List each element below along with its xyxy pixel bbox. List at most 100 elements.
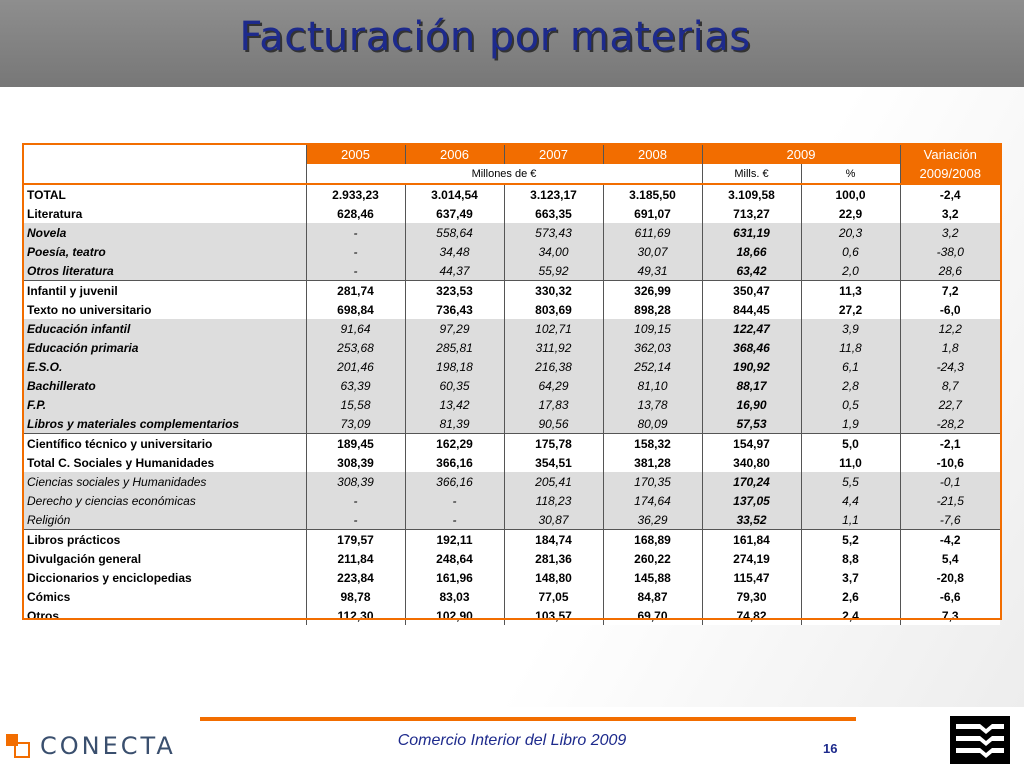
value-2009: 57,53 xyxy=(701,414,801,434)
row-label: Otros xyxy=(24,606,306,625)
page-number: 16 xyxy=(823,741,838,756)
share-2009: 0,6 xyxy=(800,242,901,261)
value-2007: 148,80 xyxy=(503,568,603,587)
value-2005: 73,09 xyxy=(305,414,405,434)
value-2007: 55,92 xyxy=(503,261,603,281)
value-2006: 637,49 xyxy=(404,204,504,223)
footer-text: Comercio Interior del Libro 2009 xyxy=(397,732,627,749)
value-2005: - xyxy=(305,223,405,242)
variation: 3,2 xyxy=(899,204,1001,223)
share-2009: 1,1 xyxy=(800,510,901,530)
value-2005: 201,46 xyxy=(305,357,405,376)
variation: -20,8 xyxy=(899,568,1001,587)
share-2009: 0,5 xyxy=(800,395,901,414)
value-2006: 83,03 xyxy=(404,587,504,606)
row-label: Ciencias sociales y Humanidades xyxy=(24,472,306,491)
year-2005-header: 2005 xyxy=(305,145,405,164)
table-row: Otros 112,30 102,90 103,57 69,70 74,82 2,4 7,3 xyxy=(24,606,1001,625)
value-2008: 168,89 xyxy=(602,529,702,549)
value-2005: 628,46 xyxy=(305,204,405,223)
value-2008: 174,64 xyxy=(602,491,702,510)
value-2009: 154,97 xyxy=(701,433,801,453)
value-2007: 77,05 xyxy=(503,587,603,606)
value-2005: 112,30 xyxy=(305,606,405,625)
value-2009: 88,17 xyxy=(701,376,801,395)
row-label: Infantil y juvenil xyxy=(24,280,306,300)
share-2009: 27,2 xyxy=(800,300,901,319)
units-header-row: Millones de € Mills. € % 2009/2008 xyxy=(24,164,1001,184)
value-2007: 64,29 xyxy=(503,376,603,395)
variation: 3,2 xyxy=(899,223,1001,242)
share-2009: 5,5 xyxy=(800,472,901,491)
value-2007: 216,38 xyxy=(503,357,603,376)
value-2008: 69,70 xyxy=(602,606,702,625)
year-2008-header: 2008 xyxy=(602,145,702,164)
value-2007: 102,71 xyxy=(503,319,603,338)
value-2005: 179,57 xyxy=(305,529,405,549)
value-2006: - xyxy=(404,510,504,530)
value-2007: 205,41 xyxy=(503,472,603,491)
value-2007: 330,32 xyxy=(503,280,603,300)
value-2005: 698,84 xyxy=(305,300,405,319)
row-label: Poesía, teatro xyxy=(24,242,306,261)
share-2009: 2,0 xyxy=(800,261,901,281)
value-2009: 844,45 xyxy=(701,300,801,319)
value-2005: 63,39 xyxy=(305,376,405,395)
row-label: Derecho y ciencias económicas xyxy=(24,491,306,510)
table-row: Infantil y juvenil 281,74 323,53 330,32 326,… xyxy=(24,280,1001,300)
value-2008: 145,88 xyxy=(602,568,702,587)
year-2009-header: 2009 xyxy=(701,145,901,164)
table-row: Educación infantil 91,64 97,29 102,71 109,15… xyxy=(24,319,1001,338)
table-row: Bachillerato 63,39 60,35 64,29 81,10 88,17 2,8… xyxy=(24,376,1001,395)
value-2006: 198,18 xyxy=(404,357,504,376)
units-blank xyxy=(24,164,306,184)
value-2008: 170,35 xyxy=(602,472,702,491)
value-2006: 366,16 xyxy=(404,453,504,472)
variation: 7,3 xyxy=(899,606,1001,625)
variation: -7,6 xyxy=(899,510,1001,530)
table-row: Educación primaria 253,68 285,81 311,92 362,… xyxy=(24,338,1001,357)
value-2008: 362,03 xyxy=(602,338,702,357)
value-2008: 260,22 xyxy=(602,549,702,568)
value-2006: 161,96 xyxy=(404,568,504,587)
share-2009: 5,0 xyxy=(800,433,901,453)
share-2009: 11,0 xyxy=(800,453,901,472)
value-2007: 803,69 xyxy=(503,300,603,319)
variation: 8,7 xyxy=(899,376,1001,395)
variation: 7,2 xyxy=(899,280,1001,300)
row-label: Religión xyxy=(24,510,306,530)
table-row: Libros y materiales complementarios 73,09… xyxy=(24,414,1001,434)
share-2009: 8,8 xyxy=(800,549,901,568)
variation: -4,2 xyxy=(899,529,1001,549)
variation: -38,0 xyxy=(899,242,1001,261)
value-2007: 354,51 xyxy=(503,453,603,472)
value-2008: 898,28 xyxy=(602,300,702,319)
year-2007-header: 2007 xyxy=(503,145,603,164)
value-2006: 97,29 xyxy=(404,319,504,338)
row-label: Texto no universitario xyxy=(24,300,306,319)
value-2009: 161,84 xyxy=(701,529,801,549)
value-2006: 248,64 xyxy=(404,549,504,568)
value-2006: 366,16 xyxy=(404,472,504,491)
value-2009: 33,52 xyxy=(701,510,801,530)
value-2008: 81,10 xyxy=(602,376,702,395)
year-header-row: 2005 2006 2007 2008 2009 Variación xyxy=(24,145,1001,164)
value-2007: 34,00 xyxy=(503,242,603,261)
row-label: Científico técnico y universitario xyxy=(24,433,306,453)
share-2009: 22,9 xyxy=(800,204,901,223)
value-2005: 253,68 xyxy=(305,338,405,357)
value-2005: 211,84 xyxy=(305,549,405,568)
header-blank xyxy=(24,145,306,164)
table-row: Total C. Sociales y Humanidades 308,39 366… xyxy=(24,453,1001,472)
billing-table: 2005 2006 2007 2008 2009 Variación Millo… xyxy=(24,145,1001,625)
value-2006: 323,53 xyxy=(404,280,504,300)
value-2009: 631,19 xyxy=(701,223,801,242)
share-2009: 4,4 xyxy=(800,491,901,510)
value-2007: 311,92 xyxy=(503,338,603,357)
value-2005: 189,45 xyxy=(305,433,405,453)
row-label: Educación infantil xyxy=(24,319,306,338)
variation: 5,4 xyxy=(899,549,1001,568)
variation: 22,7 xyxy=(899,395,1001,414)
share-2009: 5,2 xyxy=(800,529,901,549)
variation: -21,5 xyxy=(899,491,1001,510)
